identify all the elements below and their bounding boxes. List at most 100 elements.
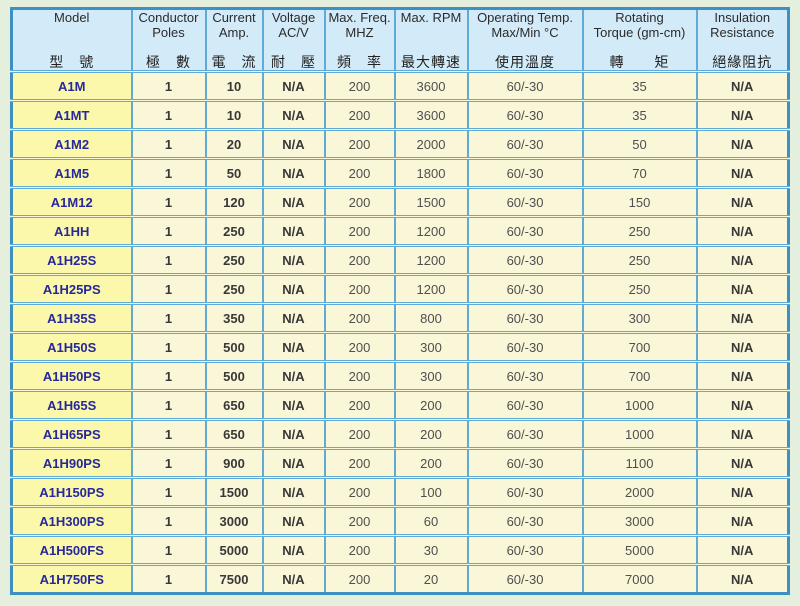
table-row: A1MT 1 10 N/A 200 3600 60/-30 35 N/A — [11, 100, 789, 131]
cell-max-rpm: 30 — [393, 535, 468, 566]
cell-rotating-torque: 5000 — [581, 535, 697, 566]
cell-conductor-poles: 1 — [130, 158, 206, 189]
table-row: A1H300PS 1 3000 N/A 200 60 60/-30 3000 N/A — [11, 506, 789, 537]
cell-conductor-poles: 1 — [130, 71, 206, 102]
cell-voltage-acv: N/A — [261, 535, 325, 566]
cell-current-amp: 120 — [204, 187, 263, 218]
cell-insulation-resistance: N/A — [695, 361, 789, 392]
cell-max-rpm: 60 — [393, 506, 468, 537]
column-header-max-freq-mhz: Max. Freq. MHZ 頻 率 — [323, 8, 395, 73]
cell-voltage-acv: N/A — [261, 390, 325, 421]
column-header-en-line: Current — [212, 10, 256, 25]
cell-current-amp: 10 — [204, 71, 263, 102]
column-header-zh: 耐 壓 — [271, 54, 316, 70]
cell-insulation-resistance: N/A — [695, 129, 789, 160]
cell-current-amp: 350 — [204, 303, 263, 334]
column-header-en: Max. Freq. MHZ — [328, 10, 392, 40]
cell-current-amp: 20 — [204, 129, 263, 160]
cell-current-amp: 10 — [204, 100, 263, 131]
cell-max-freq-mhz: 200 — [323, 129, 395, 160]
cell-conductor-poles: 1 — [130, 245, 206, 276]
cell-voltage-acv: N/A — [261, 216, 325, 247]
cell-max-freq-mhz: 200 — [323, 477, 395, 508]
cell-max-freq-mhz: 200 — [323, 71, 395, 102]
cell-current-amp: 900 — [204, 448, 263, 479]
table-row: A1H65S 1 650 N/A 200 200 60/-30 1000 N/A — [11, 390, 789, 421]
column-header-en: Voltage AC/V — [266, 10, 322, 40]
cell-insulation-resistance: N/A — [695, 390, 789, 421]
cell-max-rpm: 1800 — [393, 158, 468, 189]
cell-model: A1M12 — [11, 187, 132, 218]
column-header-en-line: Rotating — [615, 10, 664, 25]
cell-operating-temp: 60/-30 — [466, 535, 583, 566]
cell-conductor-poles: 1 — [130, 448, 206, 479]
cell-rotating-torque: 1000 — [581, 419, 697, 450]
column-header-zh: 絕緣阻抗 — [712, 54, 773, 70]
column-header-current-amp: Current Amp. 電 流 — [204, 8, 263, 73]
cell-operating-temp: 60/-30 — [466, 216, 583, 247]
column-header-en: Operating Temp. Max/Min °C — [471, 10, 580, 40]
cell-voltage-acv: N/A — [261, 477, 325, 508]
cell-operating-temp: 60/-30 — [466, 187, 583, 218]
cell-conductor-poles: 1 — [130, 419, 206, 450]
column-header-en-line: Operating Temp. — [477, 10, 573, 25]
cell-voltage-acv: N/A — [261, 564, 325, 594]
table-row: A1H25PS 1 250 N/A 200 1200 60/-30 250 N/A — [11, 274, 789, 305]
cell-operating-temp: 60/-30 — [466, 129, 583, 160]
cell-current-amp: 7500 — [204, 564, 263, 594]
cell-max-rpm: 300 — [393, 361, 468, 392]
cell-max-rpm: 200 — [393, 390, 468, 421]
cell-max-freq-mhz: 200 — [323, 448, 395, 479]
cell-rotating-torque: 250 — [581, 274, 697, 305]
cell-rotating-torque: 300 — [581, 303, 697, 334]
cell-conductor-poles: 1 — [130, 303, 206, 334]
cell-conductor-poles: 1 — [130, 332, 206, 363]
cell-insulation-resistance: N/A — [695, 71, 789, 102]
table-row: A1H750FS 1 7500 N/A 200 20 60/-30 7000 N/A — [11, 564, 789, 594]
cell-rotating-torque: 1000 — [581, 390, 697, 421]
column-header-zh: 電 流 — [211, 54, 257, 70]
column-header-en-line: Torque (gm-cm) — [593, 25, 686, 40]
column-header-operating-temp: Operating Temp. Max/Min °C 使用溫度 — [466, 8, 583, 73]
cell-operating-temp: 60/-30 — [466, 448, 583, 479]
cell-rotating-torque: 700 — [581, 332, 697, 363]
column-header-en-line: Voltage — [271, 10, 316, 25]
cell-max-rpm: 300 — [393, 332, 468, 363]
cell-voltage-acv: N/A — [261, 158, 325, 189]
cell-voltage-acv: N/A — [261, 187, 325, 218]
cell-rotating-torque: 50 — [581, 129, 697, 160]
column-header-en-line: Max. RPM — [400, 10, 462, 25]
cell-current-amp: 500 — [204, 332, 263, 363]
cell-model: A1HH — [11, 216, 132, 247]
column-header-en-line: Insulation — [714, 10, 771, 25]
cell-rotating-torque: 35 — [581, 100, 697, 131]
table-row: A1M 1 10 N/A 200 3600 60/-30 35 N/A — [11, 71, 789, 102]
cell-model: A1MT — [11, 100, 132, 131]
table-row: A1HH 1 250 N/A 200 1200 60/-30 250 N/A — [11, 216, 789, 247]
cell-insulation-resistance: N/A — [695, 187, 789, 218]
cell-max-rpm: 200 — [393, 419, 468, 450]
cell-rotating-torque: 70 — [581, 158, 697, 189]
cell-max-freq-mhz: 200 — [323, 245, 395, 276]
cell-model: A1M2 — [11, 129, 132, 160]
column-header-conductor-poles: Conductor Poles 極 數 — [130, 8, 206, 73]
cell-current-amp: 250 — [204, 216, 263, 247]
column-header-en: Rotating Torque (gm-cm) — [586, 10, 694, 40]
column-header-en-line: Poles — [152, 25, 185, 40]
column-header-en-line: Max/Min °C — [491, 25, 559, 40]
cell-max-freq-mhz: 200 — [323, 535, 395, 566]
cell-insulation-resistance: N/A — [695, 448, 789, 479]
cell-rotating-torque: 150 — [581, 187, 697, 218]
column-header-en: Insulation Resistance — [700, 10, 786, 40]
cell-insulation-resistance: N/A — [695, 303, 789, 334]
cell-model: A1H65S — [11, 390, 132, 421]
cell-max-freq-mhz: 200 — [323, 216, 395, 247]
column-header-en-line: Conductor — [138, 10, 199, 25]
table-row: A1H150PS 1 1500 N/A 200 100 60/-30 2000 N/A — [11, 477, 789, 508]
cell-max-rpm: 1200 — [393, 245, 468, 276]
cell-conductor-poles: 1 — [130, 361, 206, 392]
cell-voltage-acv: N/A — [261, 448, 325, 479]
cell-max-freq-mhz: 200 — [323, 158, 395, 189]
